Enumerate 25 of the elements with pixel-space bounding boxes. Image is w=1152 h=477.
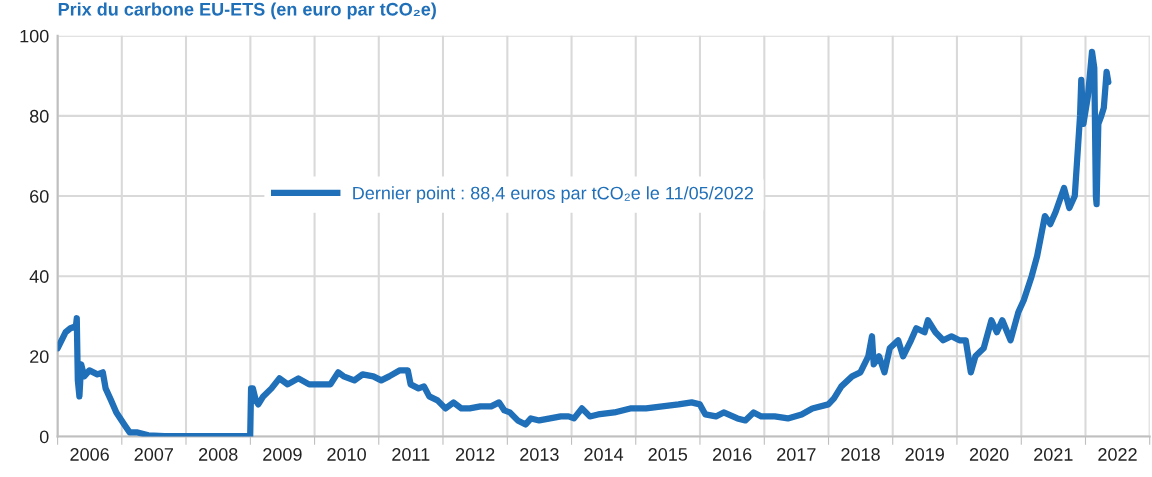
y-tick-label: 0 [39, 430, 49, 444]
y-tick-label: 40 [29, 270, 49, 283]
chart-title: Prix du carbone EU-ETS (en euro par tCO₂e) [58, 2, 436, 20]
x-tick-label: 2022 [1098, 448, 1137, 461]
x-tick-label: 2011 [392, 448, 430, 461]
x-tick-label: 2010 [327, 448, 366, 461]
legend-label: Dernier point : 88,4 euros par tCO₂e le 11/05/2022 [353, 186, 753, 204]
x-tick-label: 2013 [520, 448, 559, 461]
x-tick-label: 2021 [1034, 448, 1073, 461]
x-tick-label: 2016 [712, 448, 752, 461]
y-tick-label: 60 [30, 189, 49, 203]
y-tick-label: 100 [20, 29, 49, 43]
x-tick-label: 2008 [199, 448, 238, 461]
x-tick-label: 2018 [841, 448, 880, 461]
x-tick-label: 2020 [969, 448, 1009, 461]
x-tick-label: 2015 [648, 448, 688, 461]
y-tick-label: 80 [29, 109, 49, 123]
x-tick-label: 2012 [455, 448, 495, 461]
x-tick-label: 2009 [263, 448, 302, 461]
x-tick-label: 2006 [70, 448, 109, 461]
x-tick-label: 2007 [134, 448, 173, 461]
x-tick-label: 2014 [584, 448, 624, 461]
x-tick-label: 2017 [777, 448, 816, 461]
y-tick-label: 20 [30, 350, 49, 364]
x-tick-label: 2019 [905, 448, 944, 461]
